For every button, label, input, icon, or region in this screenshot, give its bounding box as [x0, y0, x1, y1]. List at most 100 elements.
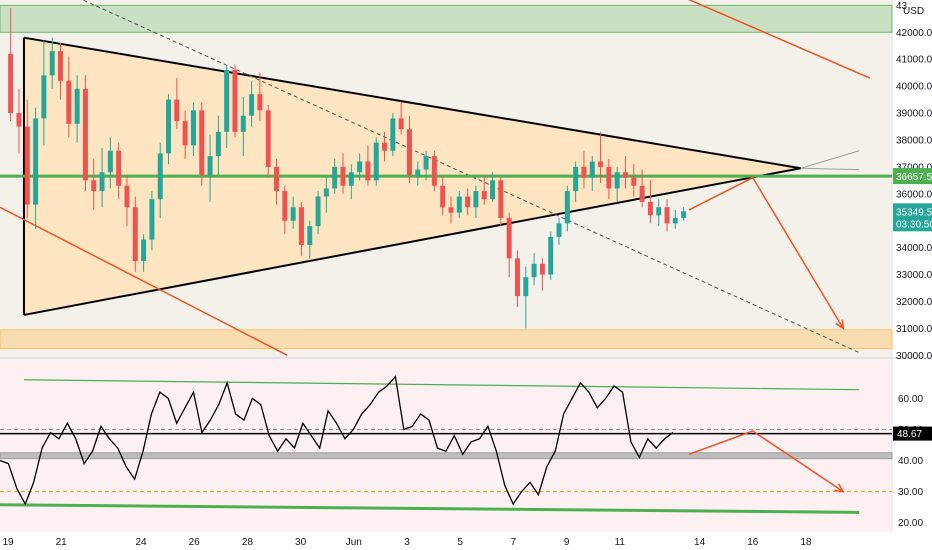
candle-body [506, 218, 512, 259]
candle [573, 161, 579, 202]
candle [357, 153, 363, 181]
candle-body [473, 191, 479, 208]
candle [66, 56, 72, 138]
candle [107, 137, 113, 189]
candle [199, 102, 205, 186]
candle [91, 158, 97, 210]
candle-body [514, 258, 520, 297]
candle [672, 209, 678, 229]
candle-body [398, 118, 404, 130]
candle-body [456, 196, 462, 213]
candle [257, 72, 263, 122]
candle [581, 150, 587, 189]
candle-body [639, 185, 645, 202]
candle [664, 199, 670, 232]
candle [307, 220, 313, 259]
x-tick-label: 19 [2, 537, 14, 548]
price-tick-label: 30000.00 [896, 351, 932, 362]
candle [240, 96, 246, 157]
candle-body [631, 177, 637, 186]
countdown-label: 03:30:50 [896, 219, 932, 230]
candle [215, 115, 221, 175]
projection-path [688, 176, 844, 329]
price-tick-label: 42000.00 [896, 28, 932, 39]
candle-body [382, 142, 388, 151]
candle-body [523, 277, 529, 297]
candle [298, 201, 304, 256]
price-tick-label: 41000.00 [896, 55, 932, 66]
rsi-tick-label: 60.00 [898, 394, 923, 405]
candle [506, 212, 512, 278]
candle-body [249, 94, 255, 116]
candle-body [365, 161, 371, 181]
rsi-current-label-background [893, 426, 932, 441]
candle-body [373, 142, 379, 181]
candle [406, 115, 412, 184]
candle [365, 145, 371, 186]
candle-body [132, 207, 138, 262]
candle [548, 231, 554, 280]
candle [82, 75, 88, 192]
candle-body [589, 161, 595, 178]
candle [249, 80, 255, 127]
candle [190, 102, 196, 157]
candle [382, 131, 388, 162]
candle-body [357, 161, 363, 173]
candle [448, 196, 454, 224]
candle [24, 99, 30, 219]
candle [340, 153, 346, 194]
price-tick-label: 34000.00 [896, 243, 932, 254]
candle [473, 185, 479, 219]
x-tick-label: 26 [189, 537, 201, 548]
candle-body [182, 121, 188, 146]
candle-body [124, 185, 130, 208]
price-tick-label: 33000.00 [896, 270, 932, 281]
triangle-lower-trendline [23, 167, 801, 316]
candle-body [598, 161, 604, 167]
candle [290, 196, 296, 229]
candle-body [66, 80, 72, 124]
candle-body [174, 99, 180, 122]
candle-body [282, 191, 288, 221]
rsi-pane-background [0, 358, 892, 532]
candle [631, 164, 637, 197]
candle-body [614, 172, 620, 189]
candle-body [548, 236, 554, 275]
price-tick-label: 32000.00 [896, 297, 932, 308]
price-tick-label: 38000.00 [896, 135, 932, 146]
candle [614, 166, 620, 202]
candle-body [656, 207, 662, 216]
rsi-current-label: 48.67 [897, 429, 922, 440]
candle-body [531, 263, 537, 278]
candle-body [423, 156, 429, 170]
candle [622, 156, 628, 189]
rsi-trendline [23, 379, 860, 391]
channel-line-lower [0, 206, 288, 356]
currency-label: USD [903, 6, 924, 17]
candle-body [332, 166, 338, 189]
candle [207, 134, 213, 202]
candle-body [431, 156, 437, 186]
candle-body [116, 150, 122, 186]
x-tick-label: 16 [747, 537, 759, 548]
candle-body [58, 51, 64, 81]
candle [141, 234, 147, 272]
x-tick-label: 3 [404, 537, 410, 548]
candle [33, 107, 39, 229]
candle-body [232, 69, 238, 132]
candle-body [406, 129, 412, 175]
candle-body [307, 226, 313, 245]
candle-body [8, 53, 14, 114]
candle [149, 191, 155, 251]
candle [531, 253, 537, 286]
candle-body [24, 126, 30, 205]
price-tick-label: 39000.00 [896, 109, 932, 120]
rsi-trendline [0, 503, 860, 514]
candle [539, 258, 545, 291]
candle-body [440, 185, 446, 208]
candle-body [199, 110, 205, 175]
candle [398, 102, 404, 135]
candle-body [240, 115, 246, 132]
candle-body [415, 169, 421, 175]
